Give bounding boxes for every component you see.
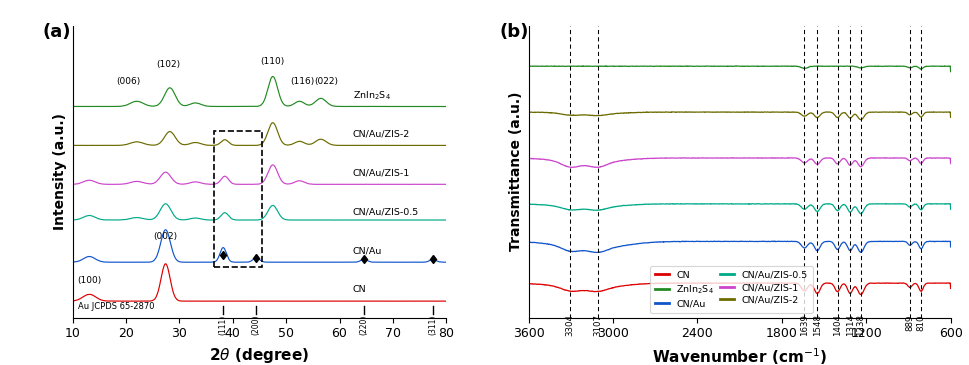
Text: Au JCPDS 65-2870: Au JCPDS 65-2870 bbox=[78, 302, 154, 311]
Text: CN/Au/ZIS-1: CN/Au/ZIS-1 bbox=[353, 169, 410, 178]
Text: (111): (111) bbox=[218, 314, 228, 335]
Bar bbox=[214, 131, 262, 267]
Text: 1548: 1548 bbox=[812, 314, 821, 336]
Text: (116): (116) bbox=[290, 77, 314, 85]
Text: (100): (100) bbox=[78, 276, 102, 285]
Text: 889: 889 bbox=[904, 314, 914, 331]
Text: (a): (a) bbox=[43, 23, 72, 41]
Text: 1639: 1639 bbox=[799, 314, 808, 336]
Y-axis label: Intensity (a.u.): Intensity (a.u.) bbox=[53, 113, 67, 230]
Legend: CN, ZnIn$_2$S$_4$, CN/Au, CN/Au/ZIS-0.5, CN/Au/ZIS-1, CN/Au/ZIS-2: CN, ZnIn$_2$S$_4$, CN/Au, CN/Au/ZIS-0.5,… bbox=[649, 266, 812, 313]
Text: (110): (110) bbox=[261, 57, 285, 66]
Text: (220): (220) bbox=[359, 314, 368, 335]
Text: (200): (200) bbox=[252, 314, 261, 335]
Text: 1314: 1314 bbox=[845, 314, 854, 336]
Text: CN/Au: CN/Au bbox=[353, 246, 382, 256]
Text: (006): (006) bbox=[116, 77, 141, 85]
Text: CN: CN bbox=[353, 285, 366, 295]
Text: (002): (002) bbox=[153, 232, 177, 241]
Y-axis label: Transmittance (a.u.): Transmittance (a.u.) bbox=[509, 92, 522, 251]
Text: CN/Au/ZIS-2: CN/Au/ZIS-2 bbox=[353, 130, 410, 139]
Text: (b): (b) bbox=[499, 23, 528, 41]
Text: (102): (102) bbox=[157, 60, 180, 69]
Text: 1238: 1238 bbox=[856, 314, 864, 336]
Text: 3107: 3107 bbox=[593, 314, 602, 336]
Text: CN/Au/ZIS-0.5: CN/Au/ZIS-0.5 bbox=[353, 208, 419, 216]
Text: ZnIn$_2$S$_4$: ZnIn$_2$S$_4$ bbox=[353, 89, 391, 101]
Text: 810: 810 bbox=[916, 314, 924, 331]
X-axis label: Wavenumber (cm$^{-1}$): Wavenumber (cm$^{-1}$) bbox=[651, 346, 827, 365]
Text: (022): (022) bbox=[314, 77, 338, 85]
Text: 3304: 3304 bbox=[565, 314, 575, 336]
Text: (311): (311) bbox=[428, 314, 437, 335]
X-axis label: 2$\theta$ (degree): 2$\theta$ (degree) bbox=[209, 346, 309, 365]
Text: 1404: 1404 bbox=[832, 314, 841, 336]
